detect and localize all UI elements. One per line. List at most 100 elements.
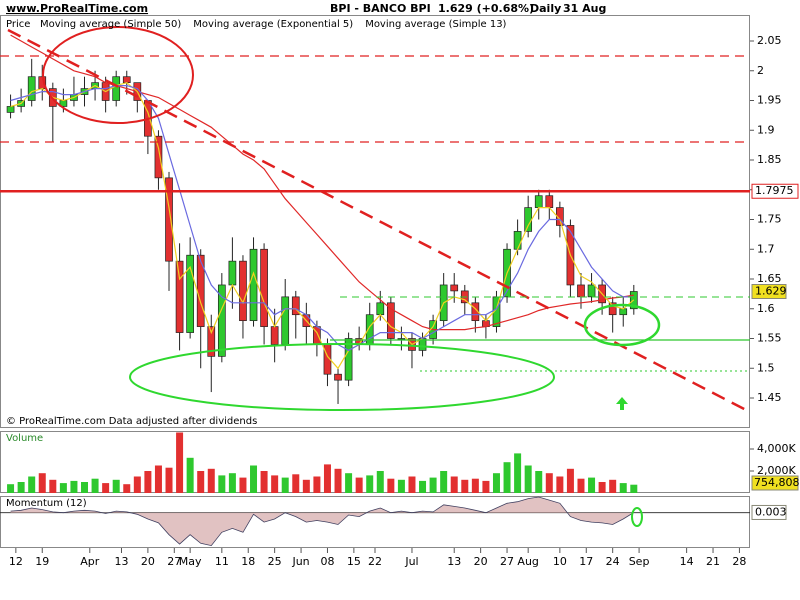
candle-body (587, 284, 596, 298)
volume-bar (588, 477, 596, 493)
volume-bar (514, 453, 522, 493)
volume-bar (429, 477, 437, 493)
candle-body (344, 338, 353, 381)
volume-bar (556, 476, 564, 493)
volume-bar (112, 479, 120, 493)
volume-bar (81, 481, 89, 493)
volume-bar (503, 462, 511, 493)
volume-bar (355, 477, 363, 493)
x-tick-label: 14 (680, 555, 694, 568)
momentum-line (10, 496, 635, 547)
y-tick-label: 1.85 (757, 153, 782, 166)
candle-body (165, 177, 173, 262)
candle-body (217, 284, 226, 357)
volume-bar (524, 465, 532, 493)
y-tick-label: 1.75 (757, 213, 782, 226)
x-tick-label: 11 (215, 555, 229, 568)
last-volume: 754,808 (754, 476, 800, 489)
volume-bar (545, 473, 553, 493)
volume-bar (292, 474, 300, 493)
candle-body (471, 302, 480, 322)
site-link[interactable]: www.ProRealTime.com (6, 2, 148, 15)
volume-bar (609, 479, 617, 493)
y-tick-label: 2 (757, 64, 764, 77)
volume-bar (334, 468, 342, 493)
green-oval (129, 343, 555, 411)
legend-entry: Moving average (Simple 50) (40, 19, 181, 30)
last-price-box (751, 284, 787, 300)
candle-body (608, 302, 617, 316)
green-oval (583, 303, 661, 347)
x-tick-label: 22 (368, 555, 382, 568)
volume-bar (577, 478, 585, 493)
volume-bar (397, 479, 405, 493)
volume-bar (281, 477, 289, 493)
volume-bar (207, 468, 215, 493)
volume-bar (440, 470, 448, 493)
candle-body (291, 296, 300, 316)
volume-bar (366, 475, 374, 493)
volume-bar (619, 483, 627, 493)
volume-bar (271, 475, 279, 493)
volume-bar (260, 470, 268, 493)
period: Daily (530, 2, 561, 15)
x-tick-label: 24 (606, 555, 620, 568)
volume-bar (302, 479, 310, 493)
volume-bar (345, 473, 353, 493)
green-oval (631, 507, 643, 527)
volume-bar (535, 470, 543, 493)
candle-body (524, 207, 533, 232)
x-tick-label: 20 (474, 555, 488, 568)
panel-title: Momentum (12) (6, 498, 87, 509)
x-tick-label: May (179, 555, 202, 568)
volume-bar (313, 476, 321, 493)
x-tick-label: 13 (447, 555, 461, 568)
last-price: 1.629 (755, 285, 787, 298)
x-tick-label: 17 (579, 555, 593, 568)
volume-bar (49, 479, 57, 493)
annotations (0, 26, 751, 527)
candle-body (513, 231, 522, 250)
y-tick-label: 1.95 (757, 94, 782, 107)
candle-body (228, 260, 237, 286)
candle-body (376, 302, 385, 316)
x-tick-label: 18 (241, 555, 255, 568)
momentum-panel (0, 496, 750, 548)
volume-bar (133, 476, 141, 493)
y-tick-label: 1.6 (757, 302, 775, 315)
y-tick-label: 1.7 (757, 242, 775, 255)
candle-body (6, 106, 15, 113)
volume-bar (598, 481, 606, 493)
candle-body (386, 302, 395, 339)
candle-body (270, 326, 279, 345)
candle-body (397, 338, 406, 340)
volume-bar (419, 480, 427, 493)
candle-body (619, 308, 628, 316)
y-tick-label: 2,000K (757, 464, 796, 477)
volume-bar (461, 479, 469, 493)
volume-bar (70, 480, 78, 493)
volume-bar (186, 457, 194, 493)
level-label: 1.7975 (755, 184, 794, 197)
y-tick-label: 2.05 (757, 34, 782, 47)
volume-bar (102, 483, 110, 493)
y-tick-label: 1.9 (757, 123, 775, 136)
y-tick-label: 1.55 (757, 332, 782, 345)
y-tick-label: 1.65 (757, 272, 782, 285)
volume-bar (228, 473, 236, 493)
legend-entry: Moving average (Exponential 5) (193, 19, 353, 30)
candle-body (27, 76, 36, 101)
last-volume-box (751, 475, 799, 491)
candle-body (281, 296, 290, 345)
volume-bar (408, 476, 416, 493)
up-arrow (616, 397, 628, 410)
volume-panel (0, 431, 750, 493)
x-tick-label: 08 (320, 555, 334, 568)
x-tick-label: 10 (553, 555, 567, 568)
price-panel (0, 15, 750, 428)
volume-bar (59, 483, 67, 493)
quote: 1.629 (+0.68%) (438, 2, 534, 15)
volume-bar (17, 481, 25, 493)
candle-body (577, 284, 585, 298)
x-tick-label: 27 (500, 555, 514, 568)
